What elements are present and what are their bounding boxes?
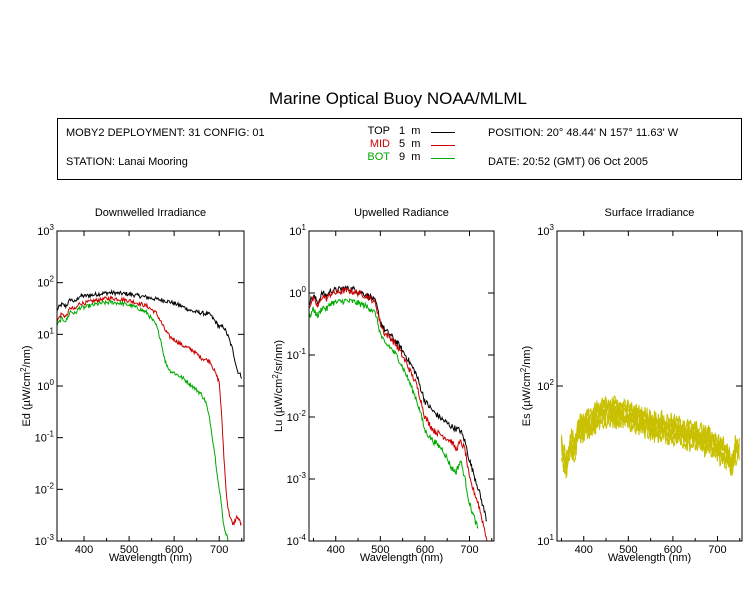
position-info: POSITION: 20° 48.44' N 157° 11.63' W	[488, 127, 679, 139]
y-axis-label: Es (µW/cm2/nm)	[519, 346, 533, 426]
x-tick-label: 500	[619, 544, 637, 556]
y-axis-label: Lu (µW/cm2/sr/nm)	[271, 340, 285, 432]
x-tick-label: 700	[708, 544, 726, 556]
series-line-es-1	[561, 410, 740, 477]
chart-panel-1: 400 500 600 700 10-3 10-2 10-1 100 101 102 103 Down…	[19, 207, 245, 564]
y-axis-label: Ed (µW/cm2/nm)	[19, 345, 33, 426]
chart-title: Marine Optical Buoy NOAA/MLML	[269, 89, 527, 108]
station-info: STATION: Lanai Mooring	[66, 156, 188, 168]
series-line-mid	[57, 295, 242, 527]
y-tick-label: 103	[37, 223, 54, 238]
legend-top-name: TOP	[367, 125, 390, 137]
y-tick-label: 101	[537, 533, 554, 548]
y-tick-label: 10-2	[35, 481, 55, 496]
chart-panel-3: 400 500 600 700 101 102 103 Surface Irradiance W…	[519, 207, 743, 564]
y-tick-label: 10-3	[287, 471, 307, 486]
plot-frame	[56, 230, 245, 542]
series-group	[561, 395, 740, 479]
series-group	[309, 285, 488, 541]
panel-title: Downwelled Irradiance	[95, 207, 206, 219]
series-line-top	[57, 289, 242, 379]
series-group	[57, 289, 242, 541]
legend-top-line	[431, 132, 455, 133]
x-tick-label: 700	[460, 544, 478, 556]
series-line-bot	[309, 297, 479, 529]
x-tick-label: 600	[165, 544, 183, 556]
y-tick-label: 101	[37, 326, 54, 341]
y-tick-label: 10-1	[287, 347, 307, 362]
legend-top-depth: 1 m	[399, 125, 421, 137]
x-tick-label: 400	[327, 544, 345, 556]
plot-frame	[308, 230, 495, 542]
legend-bot-depth: 9 m	[399, 151, 421, 163]
x-tick-label: 600	[664, 544, 682, 556]
x-axis-label: Wavelength (nm)	[360, 552, 443, 564]
y-tick-label: 102	[37, 275, 54, 290]
legend-mid-line	[431, 145, 455, 146]
x-tick-label: 400	[75, 544, 93, 556]
info-box: MOBY2 DEPLOYMENT: 31 CONFIG: 01 STATION:…	[57, 118, 742, 180]
series-line-top	[309, 285, 487, 522]
plot-frame	[556, 230, 743, 542]
deployment-info: MOBY2 DEPLOYMENT: 31 CONFIG: 01	[66, 127, 265, 139]
y-tick-label: 102	[537, 378, 554, 393]
legend-mid-name: MID	[369, 138, 390, 150]
series-line-es-3	[561, 405, 740, 472]
series-line-es-6	[561, 395, 740, 467]
x-tick-label: 500	[371, 544, 389, 556]
y-tick-label: 10-2	[287, 409, 307, 424]
chart-panel-2: 400 500 600 700 10-4 10-3 10-2 10-1 100 101 Upwell…	[271, 207, 495, 564]
series-line-mid	[309, 287, 488, 541]
panel-title: Upwelled Radiance	[354, 207, 449, 219]
y-tick-label: 10-4	[287, 533, 307, 548]
series-line-bot	[57, 299, 229, 541]
x-axis-label: Wavelength (nm)	[109, 552, 192, 564]
legend-bot-line	[431, 158, 455, 159]
x-axis-label: Wavelength (nm)	[608, 552, 691, 564]
x-tick-label: 700	[210, 544, 228, 556]
date-info: DATE: 20:52 (GMT) 06 Oct 2005	[488, 156, 648, 168]
y-tick-label: 10-3	[35, 533, 55, 548]
panel-title: Surface Irradiance	[605, 207, 695, 219]
x-tick-label: 400	[575, 544, 593, 556]
y-tick-label: 10-1	[35, 430, 55, 445]
y-tick-label: 103	[537, 223, 554, 238]
x-tick-label: 500	[120, 544, 138, 556]
y-tick-label: 101	[289, 223, 306, 238]
legend-bot-name: BOT	[367, 151, 390, 163]
legend-mid-depth: 5 m	[399, 138, 421, 150]
x-tick-label: 600	[416, 544, 434, 556]
y-tick-label: 100	[289, 285, 306, 300]
y-tick-label: 100	[37, 378, 54, 393]
